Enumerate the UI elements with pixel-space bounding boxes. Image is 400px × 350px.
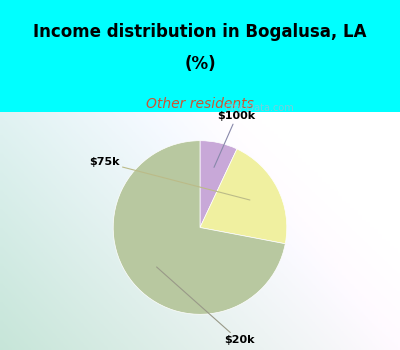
Wedge shape <box>200 149 287 244</box>
Text: Income distribution in Bogalusa, LA: Income distribution in Bogalusa, LA <box>33 23 367 41</box>
Circle shape <box>190 99 207 117</box>
Text: $100k: $100k <box>214 111 256 167</box>
Text: City-Data.com: City-Data.com <box>224 103 294 113</box>
Text: $20k: $20k <box>156 267 254 345</box>
Text: $75k: $75k <box>89 158 250 200</box>
Wedge shape <box>113 141 285 314</box>
Wedge shape <box>200 141 237 228</box>
Text: Other residents: Other residents <box>146 97 254 111</box>
Text: (%): (%) <box>184 55 216 74</box>
